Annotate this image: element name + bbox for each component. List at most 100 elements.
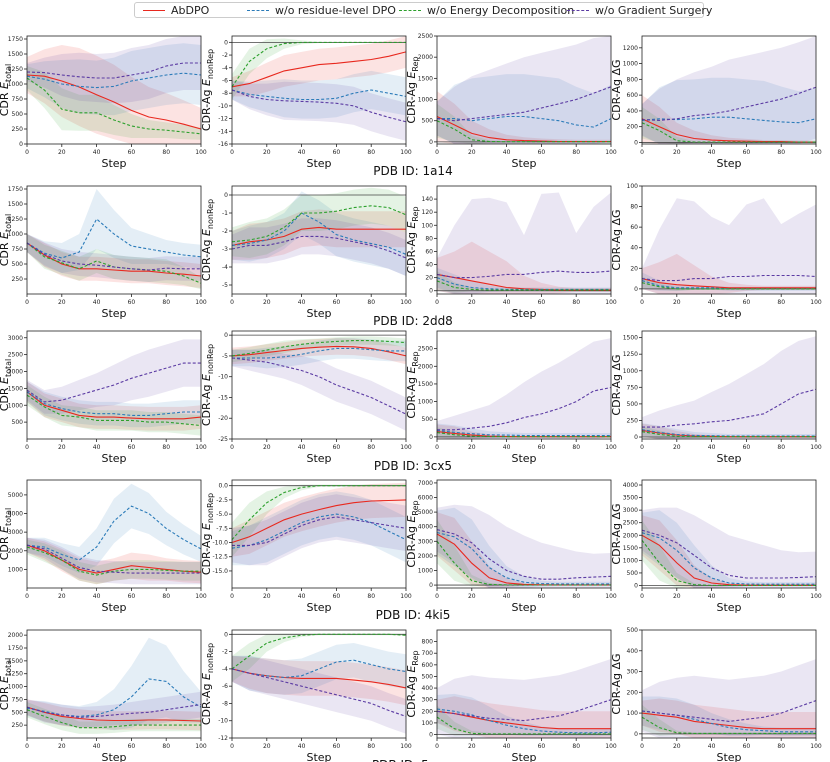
y-tick-label: 1750 <box>8 645 23 652</box>
x-tick-label: 0 <box>25 593 29 600</box>
x-axis-label: Step <box>306 751 331 762</box>
x-tick-label: 40 <box>298 299 306 306</box>
y-axis-label: CDR-Ag ERep <box>405 351 420 418</box>
y-tick-label: 400 <box>627 648 639 655</box>
x-tick-label: 40 <box>503 444 511 451</box>
y-axis-label: CDR Etotal <box>0 359 13 412</box>
confidence-band <box>27 234 201 290</box>
confidence-band <box>232 336 406 363</box>
x-tick-label: 60 <box>743 444 751 451</box>
x-axis-label: Step <box>716 157 741 170</box>
confidence-band <box>437 74 611 144</box>
x-tick-label: 20 <box>468 299 476 306</box>
y-tick-label: 100 <box>422 222 434 229</box>
y-tick-label: 2000 <box>418 54 433 61</box>
x-tick-label: 80 <box>367 743 375 750</box>
pdb-caption: PDB ID: 2dd8 <box>373 314 453 328</box>
x-axis-label: Step <box>716 307 741 320</box>
x-tick-label: 80 <box>777 444 785 451</box>
x-tick-label: 0 <box>435 444 439 451</box>
y-axis-label: CDR Etotal <box>0 658 13 711</box>
x-tick-label: 20 <box>58 149 66 156</box>
x-tick-label: 80 <box>777 743 785 750</box>
x-tick-label: 40 <box>93 743 101 750</box>
x-tick-label: 80 <box>162 299 170 306</box>
confidence-band <box>232 338 406 369</box>
series-line <box>231 340 407 357</box>
series-line <box>26 544 202 574</box>
legend-swatch <box>143 10 165 11</box>
series-line <box>436 86 612 122</box>
y-axis-label: CDR-Ag ΔG <box>610 503 623 564</box>
y-tick-label: 750 <box>12 696 24 703</box>
series-line <box>436 529 612 580</box>
x-tick-label: 0 <box>25 149 29 156</box>
y-tick-label: 300 <box>422 697 434 704</box>
x-tick-label: 80 <box>777 593 785 600</box>
x-tick-label: 100 <box>810 444 822 451</box>
x-tick-label: 60 <box>128 444 136 451</box>
series-line <box>231 89 407 101</box>
y-tick-label: 0 <box>224 332 228 339</box>
x-tick-label: 60 <box>538 593 546 600</box>
x-axis-label: Step <box>101 157 126 170</box>
y-tick-label: -15 <box>218 394 228 401</box>
series-line <box>231 633 407 670</box>
plot-frame <box>231 35 407 145</box>
chart-panel: 0 20 40 60 80 100 -16 -14 -12 -10 -8 -6 -4 -2 0 Step CDR… <box>200 35 412 170</box>
x-tick-label: 60 <box>333 743 341 750</box>
y-axis-label: CDR-Ag ΔG <box>610 354 623 415</box>
confidence-band <box>232 70 406 119</box>
y-tick-label: 250 <box>12 276 24 283</box>
y-tick-label: 80 <box>630 204 638 211</box>
series-line <box>641 278 816 289</box>
x-tick-label: 100 <box>400 444 412 451</box>
y-tick-label: 0 <box>224 39 228 46</box>
y-tick-label: 1000 <box>8 81 23 88</box>
confidence-band <box>27 36 201 104</box>
y-tick-label: -16 <box>218 141 228 148</box>
y-tick-label: 800 <box>627 76 639 83</box>
y-tick-label: 0 <box>634 286 638 293</box>
x-tick-label: 60 <box>743 299 751 306</box>
y-tick-label: 3000 <box>8 335 23 342</box>
y-tick-label: 40 <box>630 245 638 252</box>
x-tick-label: 100 <box>195 444 207 451</box>
confidence-band <box>437 241 611 294</box>
series-line <box>436 699 612 722</box>
y-tick-label: 0 <box>429 288 433 295</box>
x-tick-label: 60 <box>333 299 341 306</box>
series-line <box>231 212 407 255</box>
x-tick-label: 20 <box>263 444 271 451</box>
chart-panel: 0 20 40 60 80 100020040060080010001200StepCDR… <box>610 35 822 170</box>
x-tick-label: 100 <box>400 299 412 306</box>
confidence-band <box>437 103 611 144</box>
series-line <box>641 534 816 586</box>
series-line <box>26 709 201 729</box>
x-axis-label: Step <box>511 307 536 320</box>
confidence-band <box>642 336 816 439</box>
series-line <box>26 218 202 259</box>
confidence-band <box>232 633 406 682</box>
x-tick-label: 100 <box>195 593 207 600</box>
x-tick-label: 20 <box>58 444 66 451</box>
x-tick-label: 80 <box>162 149 170 156</box>
chart-panel: 0 20 40 60 80 10005001000150020002500StepCDR-… <box>405 33 617 170</box>
y-tick-label: 400 <box>422 685 434 692</box>
x-axis-label: Step <box>306 307 331 320</box>
x-tick-label: 0 <box>640 743 644 750</box>
y-tick-label: -5.0 <box>216 511 228 518</box>
x-tick-label: 40 <box>503 743 511 750</box>
x-tick-label: 60 <box>538 743 546 750</box>
y-tick-label: -1 <box>222 210 228 217</box>
series-line <box>231 357 407 415</box>
series-line <box>641 712 816 730</box>
x-tick-label: 20 <box>673 444 681 451</box>
x-tick-label: 40 <box>708 593 716 600</box>
x-tick-label: 40 <box>708 444 716 451</box>
y-tick-label: 1200 <box>623 45 638 52</box>
y-tick-label: 3000 <box>623 507 638 514</box>
x-tick-label: 60 <box>128 149 136 156</box>
y-tick-label: 0 <box>429 434 433 441</box>
